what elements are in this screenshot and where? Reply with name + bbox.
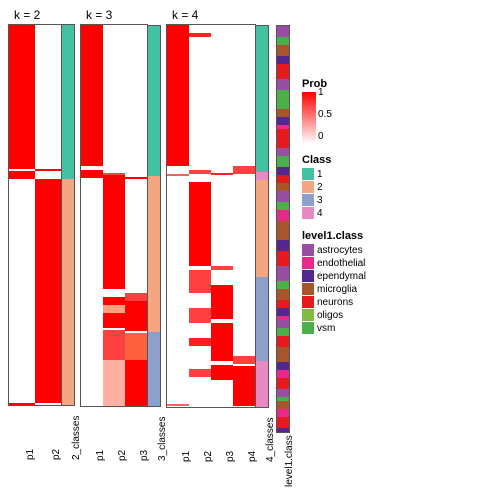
x-axis-label: p2: [51, 449, 62, 460]
x-axis-label: p1: [25, 449, 36, 460]
x-axis-label: p1: [181, 451, 192, 462]
x-axis-label: p3: [225, 451, 236, 462]
x-axis-label: p2: [203, 451, 214, 462]
class-annotation: [62, 24, 75, 406]
x-axis-label: level1.class: [284, 435, 295, 487]
heatmap: [80, 24, 148, 407]
class-annotation: [148, 25, 161, 407]
heatmap: [8, 24, 62, 406]
panel-title: k = 3: [80, 8, 112, 22]
class-annotation: [256, 25, 269, 408]
panel-title: k = 4: [166, 8, 198, 22]
heatmap: [166, 24, 256, 408]
x-axis-label: p1: [95, 450, 106, 461]
panel-title: k = 2: [8, 8, 40, 22]
x-axis-label: p3: [139, 450, 150, 461]
legend: Prob10.50Class1234level1.classastrocytes…: [302, 78, 366, 345]
x-axis-label: p2: [117, 450, 128, 461]
x-axis-label: p4: [247, 451, 258, 462]
level1-annotation: [276, 25, 290, 433]
